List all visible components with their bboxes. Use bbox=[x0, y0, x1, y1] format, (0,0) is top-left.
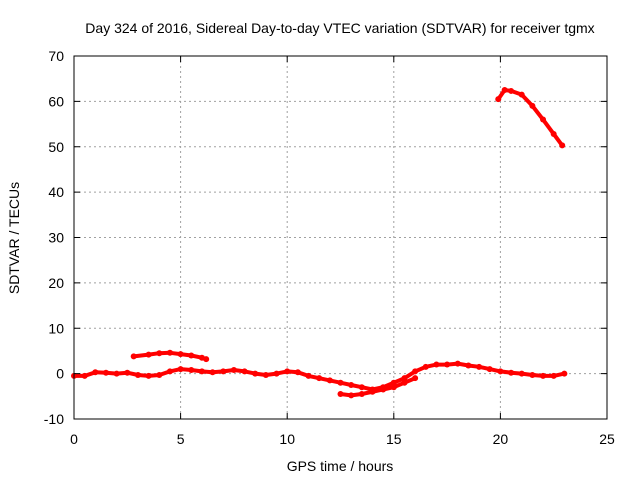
data-point bbox=[497, 368, 504, 375]
x-tick-label: 25 bbox=[599, 431, 615, 447]
data-point bbox=[156, 350, 163, 357]
data-point bbox=[188, 366, 195, 373]
data-point bbox=[294, 369, 301, 376]
data-point bbox=[454, 360, 461, 367]
y-tick-label: 0 bbox=[56, 366, 64, 382]
series-layer bbox=[71, 87, 568, 399]
data-point bbox=[81, 372, 88, 379]
data-point bbox=[230, 366, 237, 373]
data-point bbox=[486, 366, 493, 373]
data-point bbox=[262, 371, 269, 378]
data-point bbox=[113, 370, 120, 377]
series-upper-arc bbox=[130, 349, 210, 363]
data-point bbox=[518, 91, 525, 98]
y-tick-label: 50 bbox=[48, 139, 64, 155]
data-point bbox=[465, 362, 472, 369]
data-point bbox=[422, 363, 429, 370]
y-tick-label: 30 bbox=[48, 230, 64, 246]
data-point bbox=[508, 369, 515, 376]
data-point bbox=[358, 391, 365, 398]
series-main bbox=[71, 360, 568, 393]
data-point bbox=[92, 369, 99, 376]
data-point bbox=[495, 96, 502, 103]
data-point bbox=[145, 372, 152, 379]
data-point bbox=[433, 361, 440, 368]
data-point bbox=[188, 352, 195, 359]
data-point bbox=[316, 375, 323, 382]
data-point bbox=[540, 372, 547, 379]
data-point bbox=[337, 391, 344, 398]
data-point bbox=[390, 384, 397, 391]
y-axis-label: SDTVAR / TECUs bbox=[6, 182, 22, 294]
series-late bbox=[495, 87, 566, 149]
data-point bbox=[444, 361, 451, 368]
x-tick-label: 10 bbox=[279, 431, 295, 447]
data-point bbox=[358, 384, 365, 391]
data-point bbox=[501, 87, 508, 94]
data-point bbox=[203, 356, 210, 363]
data-point bbox=[177, 366, 184, 373]
data-point bbox=[198, 368, 205, 375]
data-point bbox=[252, 370, 259, 377]
data-point bbox=[166, 349, 173, 356]
data-point bbox=[390, 379, 397, 386]
series-dip bbox=[337, 375, 419, 399]
data-point bbox=[529, 102, 536, 109]
data-point bbox=[177, 351, 184, 358]
data-point bbox=[550, 372, 557, 379]
x-tick-label: 0 bbox=[70, 431, 78, 447]
data-point bbox=[401, 375, 408, 382]
y-tick-label: 10 bbox=[48, 320, 64, 336]
x-tick-label: 15 bbox=[386, 431, 402, 447]
data-point bbox=[145, 351, 152, 358]
x-tick-label: 5 bbox=[177, 431, 185, 447]
data-point bbox=[401, 379, 408, 386]
data-point bbox=[550, 131, 557, 138]
x-tick-label: 20 bbox=[493, 431, 509, 447]
series-line bbox=[496, 88, 565, 148]
data-point bbox=[273, 370, 280, 377]
data-point bbox=[559, 142, 566, 149]
data-point bbox=[134, 371, 141, 378]
data-point bbox=[412, 368, 419, 375]
x-axis-label: GPS time / hours bbox=[287, 458, 394, 474]
data-point bbox=[561, 370, 568, 377]
data-point bbox=[348, 381, 355, 388]
data-point bbox=[305, 372, 312, 379]
data-point bbox=[166, 368, 173, 375]
data-point bbox=[508, 87, 515, 94]
data-point bbox=[220, 368, 227, 375]
data-point bbox=[209, 369, 216, 376]
data-point bbox=[348, 392, 355, 399]
data-point bbox=[102, 369, 109, 376]
y-tick-label: 60 bbox=[48, 93, 64, 109]
grid bbox=[74, 56, 607, 419]
data-point bbox=[241, 368, 248, 375]
y-tick-label: 40 bbox=[48, 184, 64, 200]
data-point bbox=[540, 116, 547, 123]
data-point bbox=[124, 369, 131, 376]
y-tick-label: 20 bbox=[48, 275, 64, 291]
data-point bbox=[529, 371, 536, 378]
ticks: 0 5 10 15 20 25 -10 0 10 20 30 40 50 60 70 bbox=[44, 48, 615, 447]
data-point bbox=[326, 377, 333, 384]
data-point bbox=[284, 368, 291, 375]
data-point bbox=[476, 363, 483, 370]
y-tick-label: 70 bbox=[48, 48, 64, 64]
chart-title: Day 324 of 2016, Sidereal Day-to-day VTE… bbox=[85, 20, 594, 36]
data-point bbox=[369, 388, 376, 395]
data-point bbox=[130, 353, 137, 360]
data-point bbox=[412, 375, 419, 382]
data-point bbox=[156, 371, 163, 378]
data-point bbox=[518, 370, 525, 377]
data-point bbox=[337, 379, 344, 386]
y-tick-label: -10 bbox=[44, 411, 64, 427]
data-point bbox=[380, 386, 387, 393]
